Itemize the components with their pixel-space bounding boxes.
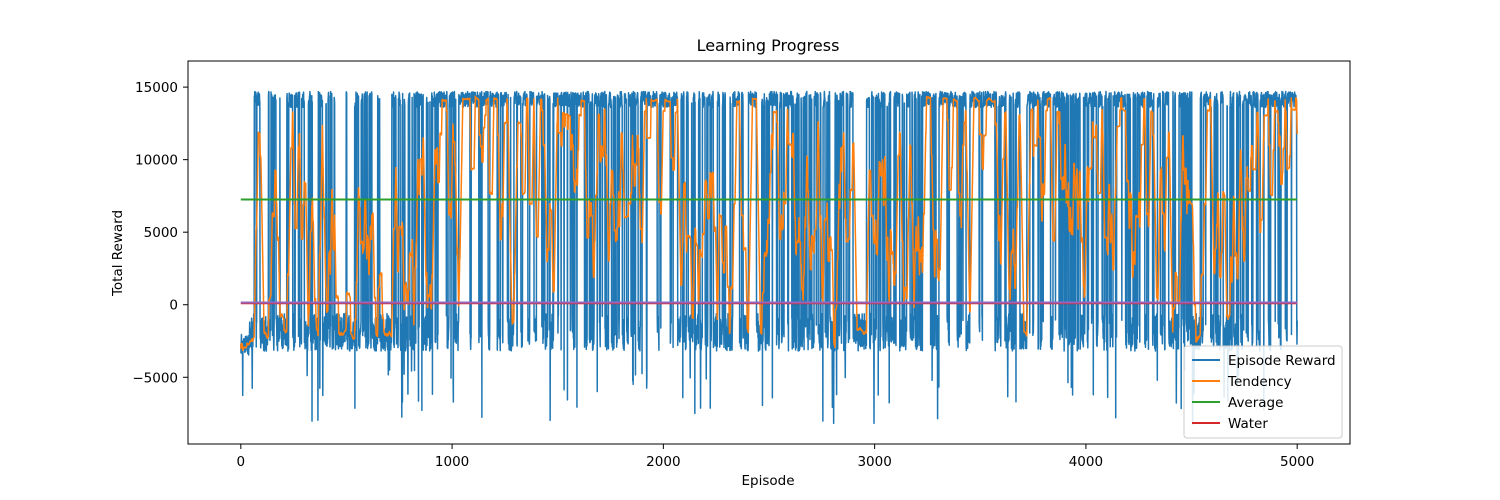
legend: Episode Reward Tendency Average Water bbox=[1183, 345, 1343, 439]
x-tick-label: 1000 bbox=[435, 454, 469, 470]
x-tick-label: 2000 bbox=[646, 454, 680, 470]
y-tick-label: −5000 bbox=[132, 370, 178, 386]
x-axis-label: Episode bbox=[741, 473, 794, 489]
x-tick-label: 3000 bbox=[857, 454, 891, 470]
y-tick-label: 0 bbox=[169, 298, 178, 314]
x-tick-label: 4000 bbox=[1069, 454, 1103, 470]
x-axis: 0 1000 2000 3000 4000 5000 bbox=[237, 444, 1314, 470]
legend-label: Tendency bbox=[1227, 374, 1292, 390]
y-tick-label: 10000 bbox=[135, 153, 178, 169]
plot-frame bbox=[187, 60, 1351, 445]
plot-area bbox=[240, 90, 1298, 425]
legend-label: Average bbox=[1228, 395, 1283, 411]
y-axis-label: Total Reward bbox=[110, 210, 126, 297]
x-tick-label: 5000 bbox=[1280, 454, 1314, 470]
legend-label: Water bbox=[1228, 416, 1268, 432]
legend-label: Episode Reward bbox=[1228, 353, 1336, 369]
y-tick-label: 5000 bbox=[144, 225, 178, 241]
legend-box bbox=[1183, 345, 1343, 439]
series-tendency-line bbox=[240, 95, 1298, 352]
y-axis: −5000 0 5000 10000 15000 bbox=[132, 80, 188, 386]
chart-title: Learning Progress bbox=[697, 36, 840, 55]
x-tick-label: 0 bbox=[237, 454, 246, 470]
y-tick-label: 15000 bbox=[135, 80, 178, 96]
